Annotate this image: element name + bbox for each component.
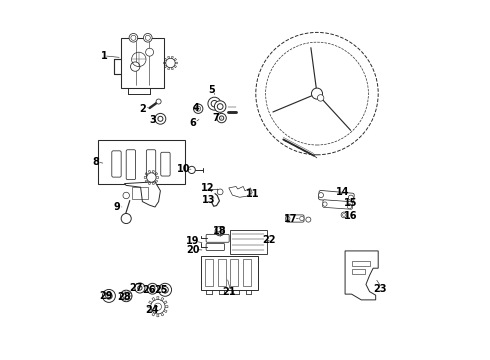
Text: 4: 4 <box>193 103 200 113</box>
Text: 19: 19 <box>186 236 200 246</box>
Circle shape <box>208 97 221 110</box>
Text: 11: 11 <box>245 189 259 199</box>
Circle shape <box>318 193 323 198</box>
Circle shape <box>312 88 322 99</box>
Circle shape <box>156 99 161 104</box>
Circle shape <box>151 300 165 314</box>
Text: 3: 3 <box>150 114 157 125</box>
Circle shape <box>130 62 140 71</box>
Circle shape <box>144 33 152 42</box>
Circle shape <box>135 283 145 293</box>
Text: 8: 8 <box>92 157 99 167</box>
Text: 7: 7 <box>213 113 220 123</box>
Circle shape <box>102 289 116 302</box>
Bar <box>132 187 148 199</box>
FancyBboxPatch shape <box>322 200 353 209</box>
Bar <box>218 259 226 286</box>
Text: 16: 16 <box>343 211 357 221</box>
Circle shape <box>106 293 112 299</box>
Bar <box>98 140 185 184</box>
Circle shape <box>147 173 156 182</box>
Text: 22: 22 <box>263 235 276 246</box>
Circle shape <box>343 213 345 216</box>
Circle shape <box>348 195 353 200</box>
Text: 6: 6 <box>190 118 196 128</box>
Polygon shape <box>345 251 378 300</box>
Circle shape <box>347 204 351 209</box>
Text: 23: 23 <box>373 284 387 294</box>
Text: 17: 17 <box>284 213 298 224</box>
FancyBboxPatch shape <box>206 234 229 242</box>
Circle shape <box>215 101 226 112</box>
Text: 15: 15 <box>343 198 357 208</box>
Text: 26: 26 <box>142 285 155 295</box>
Circle shape <box>158 116 163 121</box>
Circle shape <box>286 216 290 221</box>
Bar <box>121 38 164 88</box>
Circle shape <box>188 166 196 174</box>
Bar <box>205 259 213 286</box>
Circle shape <box>306 217 311 222</box>
Bar <box>201 256 258 290</box>
Polygon shape <box>124 182 160 207</box>
FancyBboxPatch shape <box>318 190 354 203</box>
Circle shape <box>159 283 171 296</box>
Circle shape <box>341 212 347 218</box>
Text: 10: 10 <box>177 164 191 174</box>
Text: 1: 1 <box>100 51 107 61</box>
Circle shape <box>146 48 153 56</box>
Bar <box>351 269 365 274</box>
Circle shape <box>129 33 138 42</box>
Circle shape <box>162 287 169 293</box>
Circle shape <box>123 192 129 199</box>
Circle shape <box>217 113 226 123</box>
Text: 9: 9 <box>114 202 121 212</box>
Bar <box>229 230 268 254</box>
Text: 2: 2 <box>139 104 146 114</box>
Text: 20: 20 <box>186 245 200 255</box>
Circle shape <box>217 189 223 195</box>
Circle shape <box>196 106 201 111</box>
Circle shape <box>217 104 223 109</box>
Text: 5: 5 <box>209 85 215 95</box>
Text: 13: 13 <box>201 195 215 205</box>
Circle shape <box>150 286 155 291</box>
Bar <box>243 259 251 286</box>
Circle shape <box>166 58 175 68</box>
Bar <box>230 259 238 286</box>
Circle shape <box>107 294 111 298</box>
Text: 27: 27 <box>129 283 143 293</box>
Circle shape <box>211 100 218 107</box>
Text: 24: 24 <box>146 305 159 315</box>
Circle shape <box>220 116 224 120</box>
Text: 12: 12 <box>200 183 214 193</box>
Circle shape <box>300 216 304 221</box>
Circle shape <box>194 104 203 113</box>
Polygon shape <box>229 186 252 197</box>
Circle shape <box>323 202 327 206</box>
Circle shape <box>147 283 158 294</box>
Bar <box>351 261 370 266</box>
Circle shape <box>138 286 142 290</box>
Text: 21: 21 <box>222 287 236 297</box>
Text: 28: 28 <box>117 292 130 302</box>
Circle shape <box>318 95 324 101</box>
Circle shape <box>155 113 166 124</box>
Circle shape <box>154 303 162 310</box>
Text: 25: 25 <box>155 285 168 295</box>
Circle shape <box>123 293 129 299</box>
Text: 29: 29 <box>99 291 113 301</box>
Circle shape <box>145 35 150 40</box>
Circle shape <box>121 213 131 224</box>
FancyBboxPatch shape <box>206 243 224 251</box>
Circle shape <box>121 290 132 302</box>
Circle shape <box>123 293 129 299</box>
Circle shape <box>131 35 136 40</box>
Text: 18: 18 <box>213 226 226 236</box>
Text: 14: 14 <box>336 186 349 197</box>
FancyBboxPatch shape <box>286 215 304 222</box>
